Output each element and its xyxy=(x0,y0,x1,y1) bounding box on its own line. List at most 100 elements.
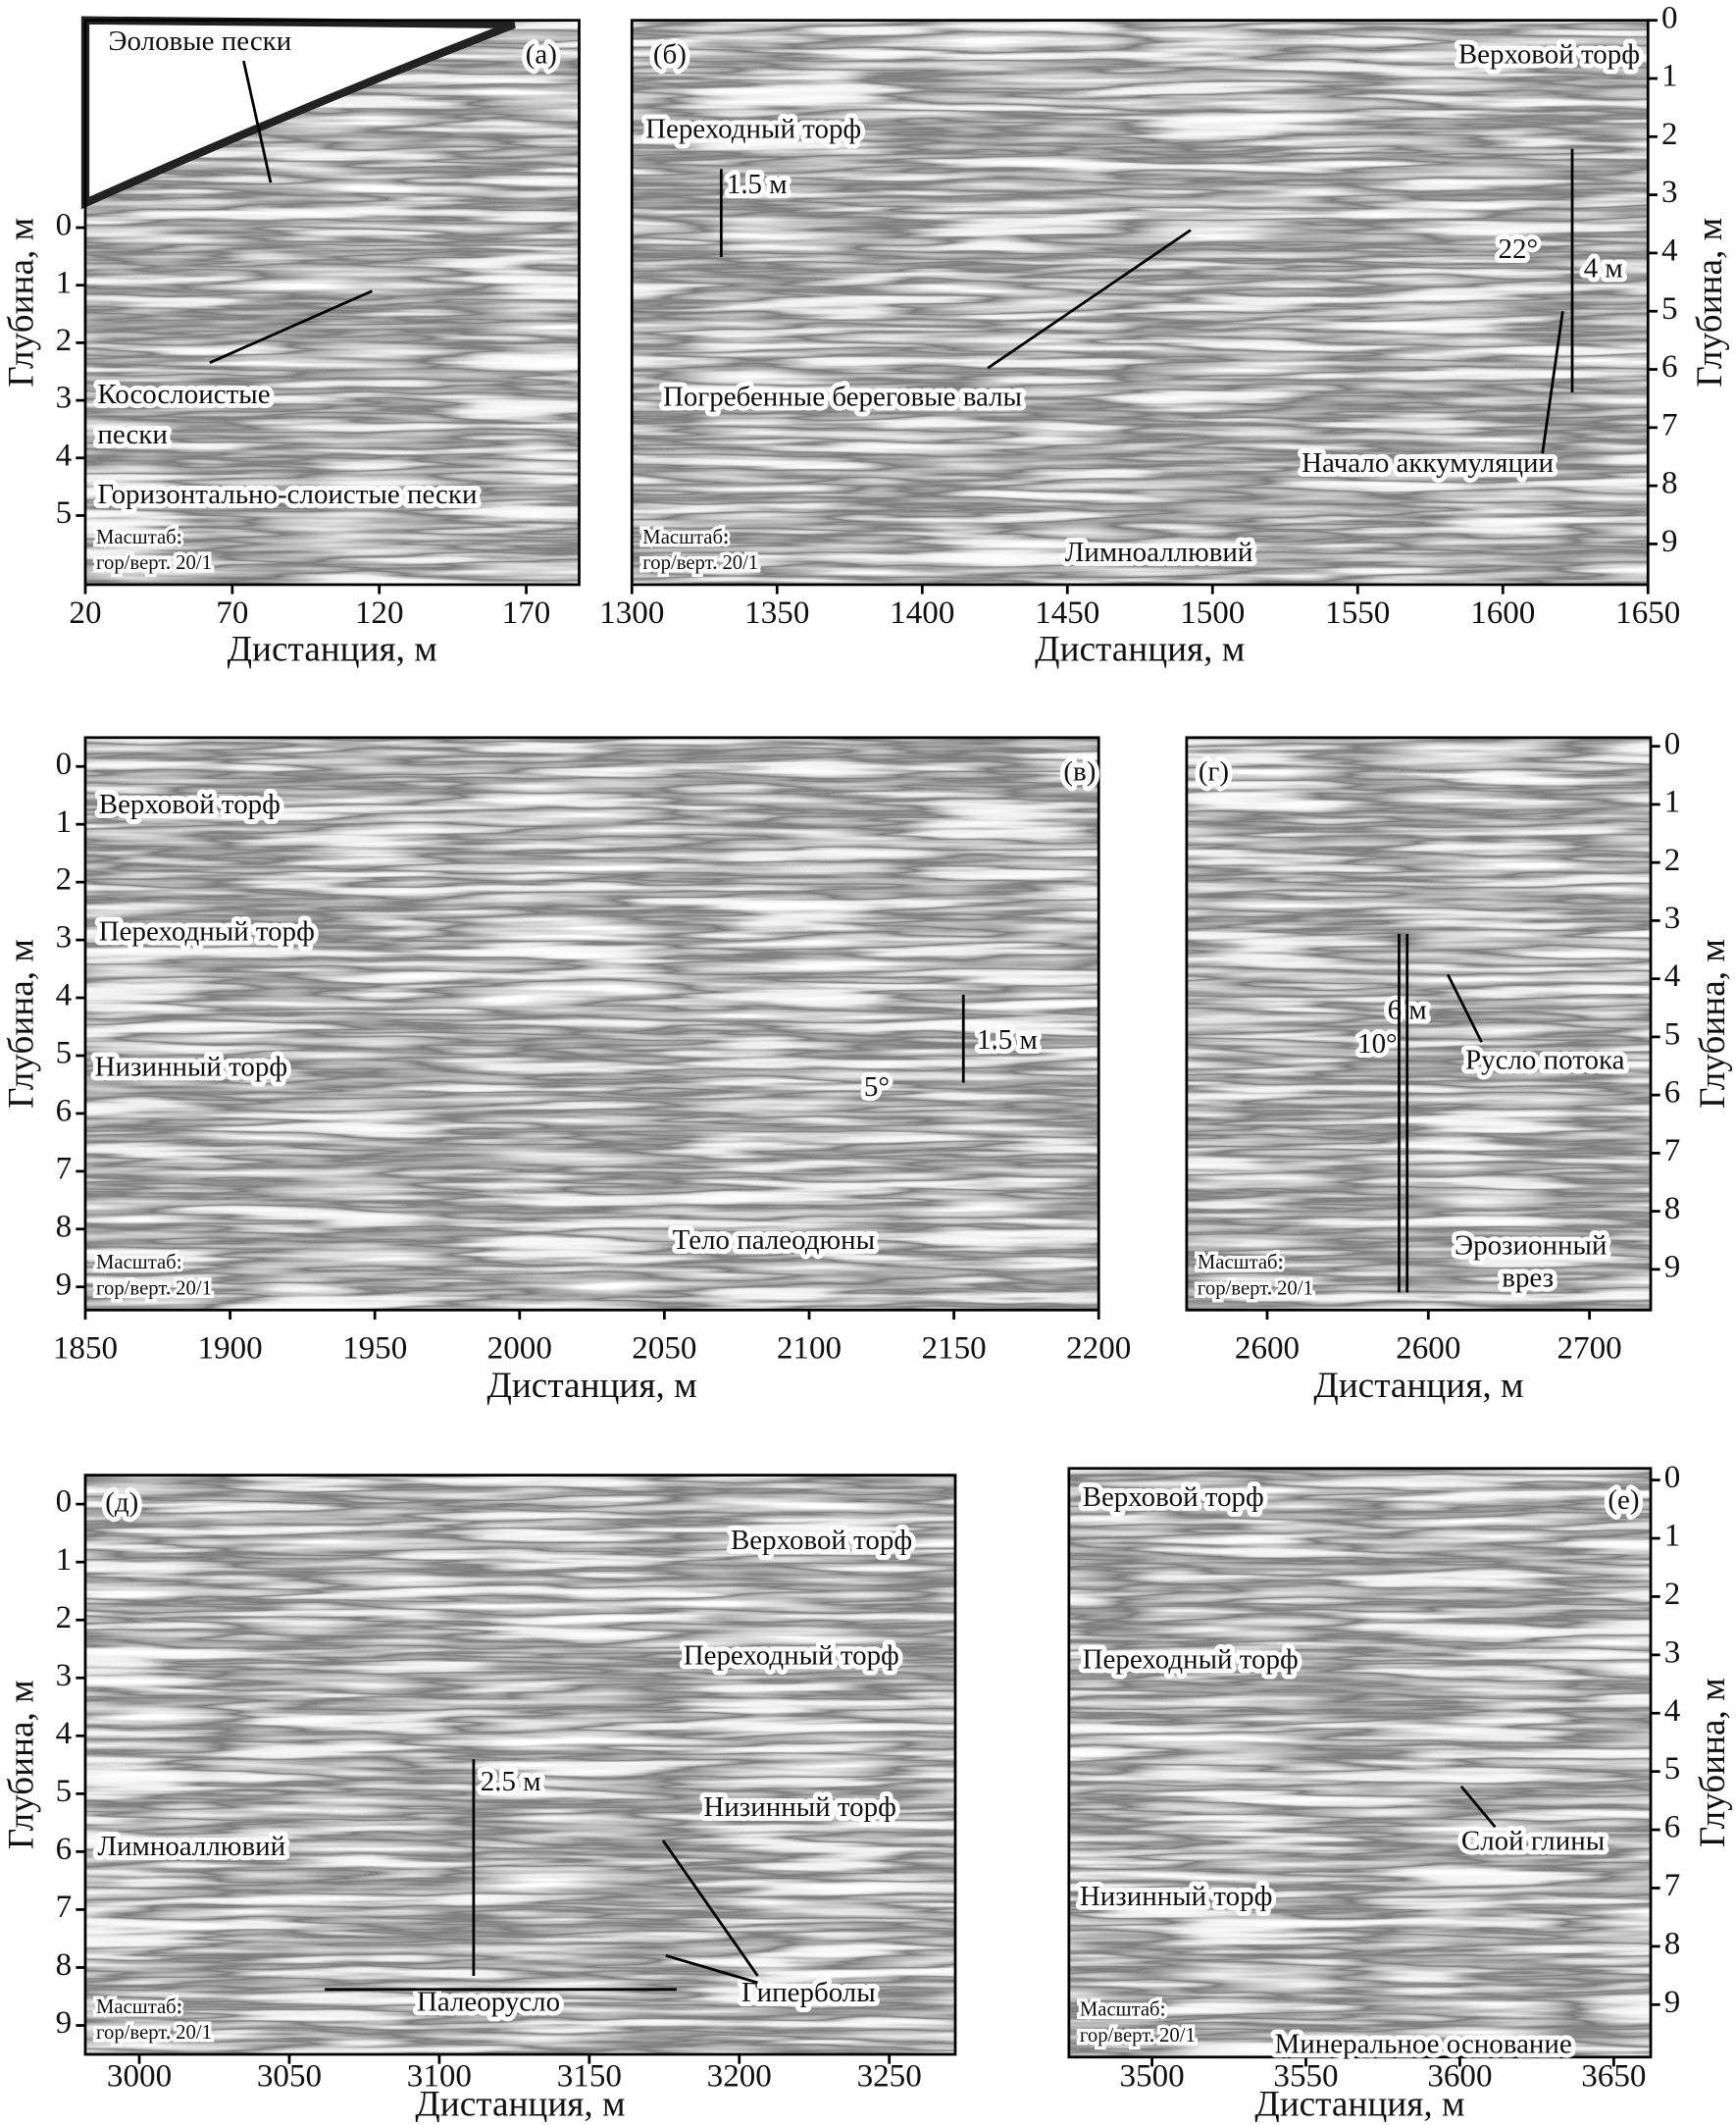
annotation: Горизонтально-слоистые пески xyxy=(97,479,477,510)
x-tick-label: 20 xyxy=(69,596,101,631)
panel: 1300 1350 1400 1450 1500 1550 1600 1650 0 1 2 3 4 5 6 7… xyxy=(599,0,1730,669)
y-tick-label: 0 xyxy=(1661,0,1678,35)
annotation: Верховой торф xyxy=(99,789,281,820)
y-tick-label: 3 xyxy=(1661,175,1678,210)
y-tick-label: 6 xyxy=(1664,1810,1681,1845)
annotation: Верховой торф xyxy=(731,1525,912,1556)
y-tick-label: 4 xyxy=(1661,233,1678,268)
x-tick-label: 70 xyxy=(216,596,248,631)
panel-label: (б) xyxy=(653,39,687,71)
y-tick-label: 0 xyxy=(1664,1460,1681,1495)
x-tick-label: 1500 xyxy=(1180,596,1245,631)
x-tick-label: 2000 xyxy=(487,1330,552,1366)
annotation: Верховой торф xyxy=(1083,1481,1264,1513)
x-tick-label: 1300 xyxy=(599,596,664,631)
panel-label: (г) xyxy=(1199,756,1229,788)
y-tick-label: 5 xyxy=(1664,1016,1681,1052)
y-tick-label: 3 xyxy=(56,1658,73,1693)
annotation-line xyxy=(987,229,1192,370)
panel-frame xyxy=(1067,1467,1653,2059)
panel: 1850 1900 1950 2000 2050 2100 2150 2200 0 1 2 3 4 5 6 7… xyxy=(1,736,1131,1406)
panel: 20 70 120 170 0 1 2 3 4 5 Дистанция, м Глубина, м (а… xyxy=(1,16,581,669)
annotation: Эрозионный xyxy=(1455,1230,1607,1262)
y-tick-label: 2 xyxy=(56,862,73,898)
x-tick-label: 1400 xyxy=(890,596,954,631)
y-tick-label: 5 xyxy=(56,1774,73,1809)
y-tick-label: 5 xyxy=(1664,1751,1681,1787)
x-tick-label: 1350 xyxy=(744,596,809,631)
x-tick-label: 3250 xyxy=(857,2058,922,2094)
annotation-line xyxy=(661,1840,759,1977)
y-tick-label: 2 xyxy=(1664,1577,1681,1612)
panel: 2600 2600 2700 0 1 2 3 4 5 6 7 8 9 Дистанция, м Глубин… xyxy=(1185,726,1733,1406)
panel-label: (д) xyxy=(105,1487,138,1519)
air-region xyxy=(80,16,516,210)
annotation: Переходный торф xyxy=(99,915,315,947)
y-tick-label: 9 xyxy=(1661,524,1678,559)
y-tick-label: 5 xyxy=(56,1036,73,1071)
y-tick-label: 9 xyxy=(56,1267,73,1302)
y-tick-label: 4 xyxy=(56,438,73,473)
x-tick-label: 1950 xyxy=(342,1330,407,1366)
panel-frame xyxy=(83,736,1100,1312)
y-tick-label: 6 xyxy=(56,1832,73,1867)
annotation: Лимноаллювий xyxy=(97,1831,285,1862)
y-tick-label: 8 xyxy=(56,1947,73,1983)
x-tick-label: 170 xyxy=(502,596,551,631)
annotation: Косослоистые xyxy=(97,379,270,410)
y-tick-label: 3 xyxy=(56,920,73,956)
annotation-line xyxy=(665,1954,758,1985)
scale-note: гор/верт. 20/1 xyxy=(96,1277,212,1299)
annotation: врез xyxy=(1502,1263,1554,1294)
radargram-image xyxy=(632,20,1649,585)
y-tick-label: 0 xyxy=(56,1484,73,1520)
y-tick-label: 3 xyxy=(1664,901,1681,936)
x-axis-label: Дистанция, м xyxy=(415,2084,625,2122)
y-tick-label: 2 xyxy=(1661,117,1678,152)
annotation: Переходный торф xyxy=(1083,1644,1299,1676)
scale-note: Масштаб: xyxy=(642,527,728,548)
y-tick-label: 2 xyxy=(56,1600,73,1635)
scale-note: гор/верт. 20/1 xyxy=(96,552,212,574)
x-tick-label: 2050 xyxy=(632,1330,696,1366)
scale-note: Масштаб: xyxy=(96,1996,181,2018)
x-tick-label: 1850 xyxy=(53,1330,118,1366)
annotation: Переходный торф xyxy=(684,1639,899,1671)
y-tick-label: 4 xyxy=(1664,959,1681,994)
y-tick-label: 1 xyxy=(1661,59,1678,94)
scale-note: Масштаб: xyxy=(1198,1252,1283,1273)
y-tick-label: 2 xyxy=(1664,843,1681,878)
y-axis-label: Глубина, м xyxy=(1,939,41,1109)
annotation: Низинный торф xyxy=(703,1791,896,1823)
annotation-line xyxy=(1541,311,1564,454)
annotation: Начало аккумуляции xyxy=(1302,447,1554,479)
y-tick-label: 3 xyxy=(1664,1634,1681,1670)
y-tick-label: 4 xyxy=(1664,1693,1681,1729)
scale-note: гор/верт. 20/1 xyxy=(1198,1277,1313,1299)
y-tick-label: 1 xyxy=(56,1542,73,1578)
annotation: Переходный торф xyxy=(645,113,861,144)
panel-frame xyxy=(1185,736,1653,1312)
annotation-line xyxy=(209,289,373,364)
x-tick-label: 1650 xyxy=(1615,596,1680,631)
annotation-line xyxy=(1459,1786,1497,1829)
annotation: 5° xyxy=(864,1071,890,1103)
y-tick-label: 9 xyxy=(56,2005,73,2041)
panel-label: (а) xyxy=(526,39,557,71)
annotation: 1.5 м xyxy=(727,169,788,200)
y-tick-label: 8 xyxy=(1661,466,1678,501)
annotation: Слой глины xyxy=(1461,1825,1605,1856)
annotation: Низинный торф xyxy=(95,1051,287,1082)
y-tick-label: 7 xyxy=(1664,1133,1681,1168)
radargram-image xyxy=(1186,737,1652,1311)
y-tick-label: 1 xyxy=(1664,1519,1681,1554)
panel-frame xyxy=(83,19,581,587)
x-tick-label: 1450 xyxy=(1035,596,1099,631)
y-tick-label: 7 xyxy=(1661,407,1678,442)
x-axis-label: Дистанция, м xyxy=(228,629,437,669)
radargram-image xyxy=(84,737,1099,1311)
annotation: Верховой торф xyxy=(1458,39,1640,71)
radargram-image xyxy=(84,1475,955,2055)
annotation: Минеральное основание xyxy=(1275,2028,1572,2059)
